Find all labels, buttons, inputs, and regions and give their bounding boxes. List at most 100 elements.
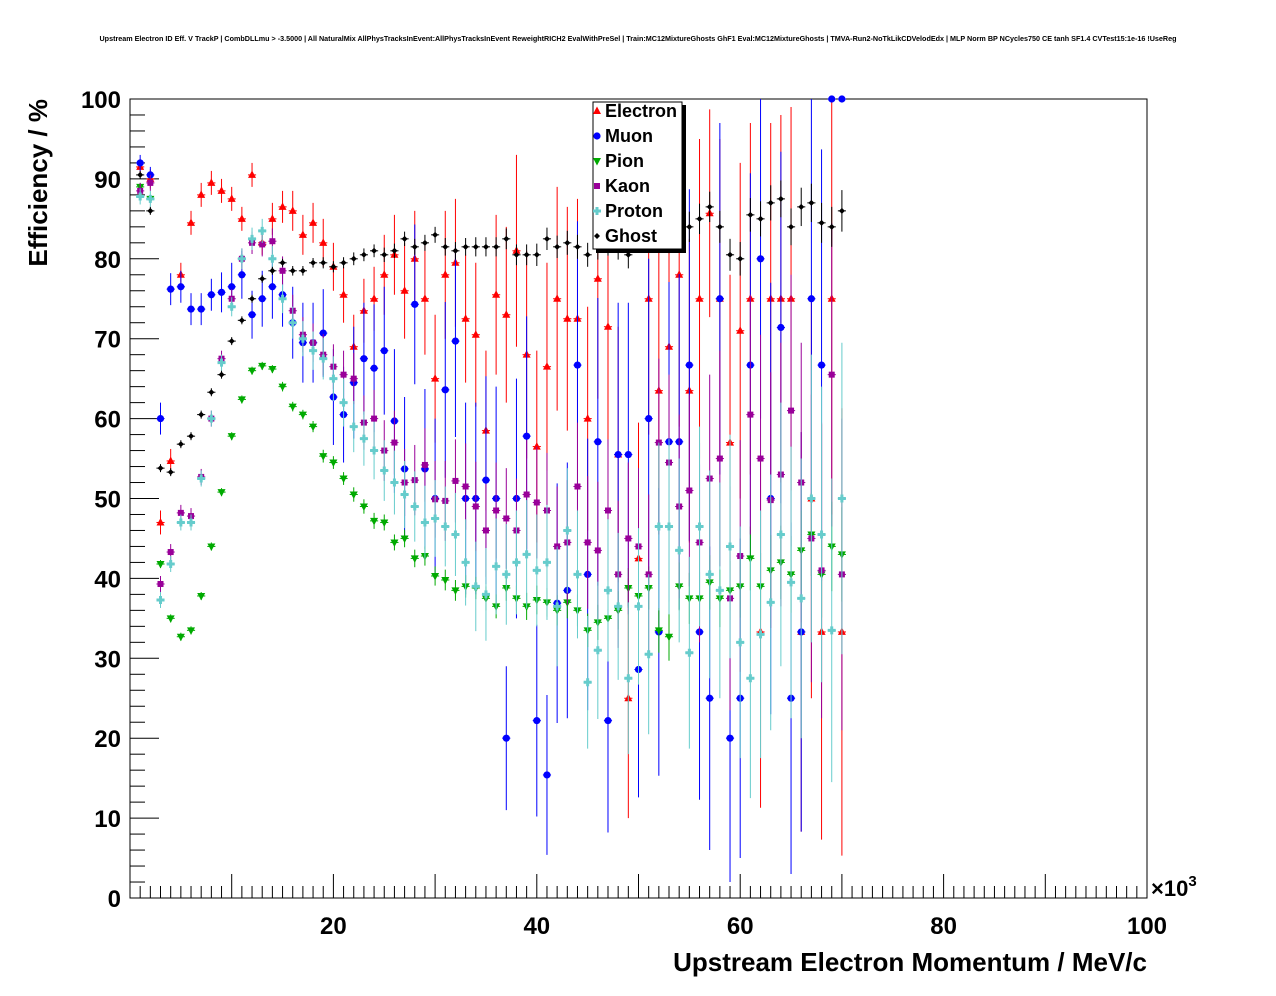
data-point bbox=[309, 423, 318, 432]
data-point-group bbox=[176, 514, 185, 531]
data-point bbox=[136, 159, 144, 167]
data-point-group bbox=[288, 190, 297, 231]
data-point bbox=[625, 251, 632, 258]
data-point-group bbox=[451, 579, 460, 601]
data-point-group bbox=[542, 504, 552, 620]
data-point bbox=[237, 396, 246, 404]
data-point-group bbox=[441, 238, 450, 256]
data-point-group bbox=[532, 514, 541, 627]
data-point-group bbox=[308, 258, 318, 268]
data-point-group bbox=[278, 190, 287, 223]
data-point bbox=[828, 95, 836, 103]
data-point bbox=[278, 294, 287, 303]
data-point-group bbox=[349, 353, 358, 405]
data-point-group bbox=[685, 211, 694, 243]
data-point-group bbox=[156, 402, 165, 435]
data-point bbox=[603, 586, 612, 595]
data-point-group bbox=[542, 262, 552, 471]
data-point bbox=[461, 314, 470, 322]
data-point bbox=[594, 183, 600, 189]
data-point-group bbox=[573, 510, 582, 639]
data-point-group bbox=[512, 244, 521, 266]
data-point bbox=[319, 329, 327, 337]
data-point bbox=[452, 247, 459, 254]
legend: Electron Muon Pion Kaon Proton Ghost bbox=[592, 101, 686, 253]
data-point-group bbox=[502, 666, 511, 811]
data-point-group bbox=[380, 247, 389, 262]
data-point bbox=[359, 434, 368, 443]
data-point bbox=[451, 587, 460, 595]
y-tick-label: 80 bbox=[94, 247, 121, 274]
data-point-group bbox=[410, 549, 419, 568]
data-point-group bbox=[197, 591, 206, 601]
data-point bbox=[634, 602, 643, 611]
data-point bbox=[146, 194, 155, 203]
data-point bbox=[359, 503, 368, 511]
data-point bbox=[289, 267, 296, 274]
data-point bbox=[756, 630, 765, 639]
data-point bbox=[237, 214, 246, 222]
data-point bbox=[371, 415, 378, 422]
data-point bbox=[248, 367, 257, 376]
data-point bbox=[685, 361, 693, 369]
data-point-group bbox=[217, 370, 226, 379]
data-point-group bbox=[156, 560, 165, 569]
data-point bbox=[269, 267, 276, 274]
data-point-group bbox=[766, 474, 775, 731]
data-point-group bbox=[532, 243, 541, 266]
data-point-group bbox=[817, 202, 826, 243]
data-point bbox=[268, 254, 277, 263]
data-point bbox=[624, 674, 633, 683]
data-point-group bbox=[624, 462, 633, 615]
data-point bbox=[573, 570, 582, 579]
data-point-group bbox=[563, 468, 572, 593]
data-point bbox=[420, 294, 429, 302]
legend-entry-muon: Muon bbox=[593, 126, 653, 146]
data-point bbox=[441, 522, 450, 531]
data-point bbox=[513, 251, 520, 258]
data-point bbox=[553, 294, 562, 302]
data-point-group bbox=[644, 574, 653, 735]
data-point bbox=[227, 194, 236, 202]
data-point-group bbox=[370, 421, 379, 480]
data-point bbox=[339, 398, 348, 407]
data-point-group bbox=[522, 500, 531, 609]
data-point bbox=[727, 251, 734, 258]
data-point bbox=[228, 283, 236, 291]
data-point-group bbox=[685, 394, 694, 587]
data-point bbox=[471, 582, 480, 591]
data-point-group bbox=[502, 228, 511, 250]
data-point bbox=[441, 386, 449, 394]
data-point bbox=[442, 243, 449, 250]
data-point bbox=[563, 314, 572, 322]
y-tick-label: 20 bbox=[94, 726, 121, 753]
data-point bbox=[472, 243, 479, 250]
data-point-group bbox=[329, 356, 338, 402]
y-tick-label: 70 bbox=[94, 327, 121, 354]
series-pion bbox=[136, 182, 846, 661]
data-point-group bbox=[176, 440, 185, 449]
data-point bbox=[340, 259, 347, 266]
data-point-group bbox=[786, 208, 796, 246]
data-point-group bbox=[461, 238, 470, 256]
legend-label: Kaon bbox=[605, 176, 650, 196]
data-point bbox=[451, 337, 460, 345]
data-point-group bbox=[278, 258, 287, 267]
data-point-group bbox=[247, 294, 257, 303]
data-point-group bbox=[410, 238, 419, 255]
data-point bbox=[716, 455, 723, 462]
x-tick-label: 40 bbox=[523, 913, 550, 940]
data-point bbox=[299, 267, 306, 274]
data-point bbox=[228, 338, 235, 345]
data-point bbox=[217, 358, 226, 367]
data-point-group bbox=[349, 487, 358, 502]
data-point bbox=[462, 243, 469, 250]
data-point-group bbox=[176, 632, 185, 642]
data-point-group bbox=[664, 438, 674, 615]
data-point bbox=[360, 355, 368, 363]
legend-label: Ghost bbox=[605, 226, 657, 246]
data-point-group bbox=[207, 410, 216, 427]
data-point bbox=[310, 259, 317, 266]
data-point bbox=[736, 326, 745, 334]
data-point bbox=[542, 558, 551, 567]
